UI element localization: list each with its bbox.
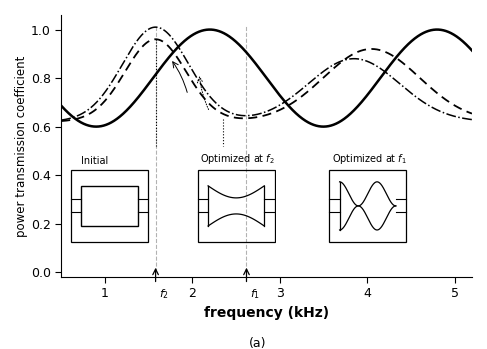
Text: Optimized at $f_2$: Optimized at $f_2$ <box>200 152 275 166</box>
Text: (a): (a) <box>249 337 267 349</box>
Text: Initial: Initial <box>81 156 109 166</box>
Text: Optimized at $f_1$: Optimized at $f_1$ <box>332 152 407 166</box>
Text: $f_2$: $f_2$ <box>159 287 169 300</box>
X-axis label: frequency (kHz): frequency (kHz) <box>204 306 329 320</box>
Bar <box>81 186 138 226</box>
Text: $f_1$: $f_1$ <box>250 287 260 300</box>
Y-axis label: power transmission coefficient: power transmission coefficient <box>15 55 28 237</box>
